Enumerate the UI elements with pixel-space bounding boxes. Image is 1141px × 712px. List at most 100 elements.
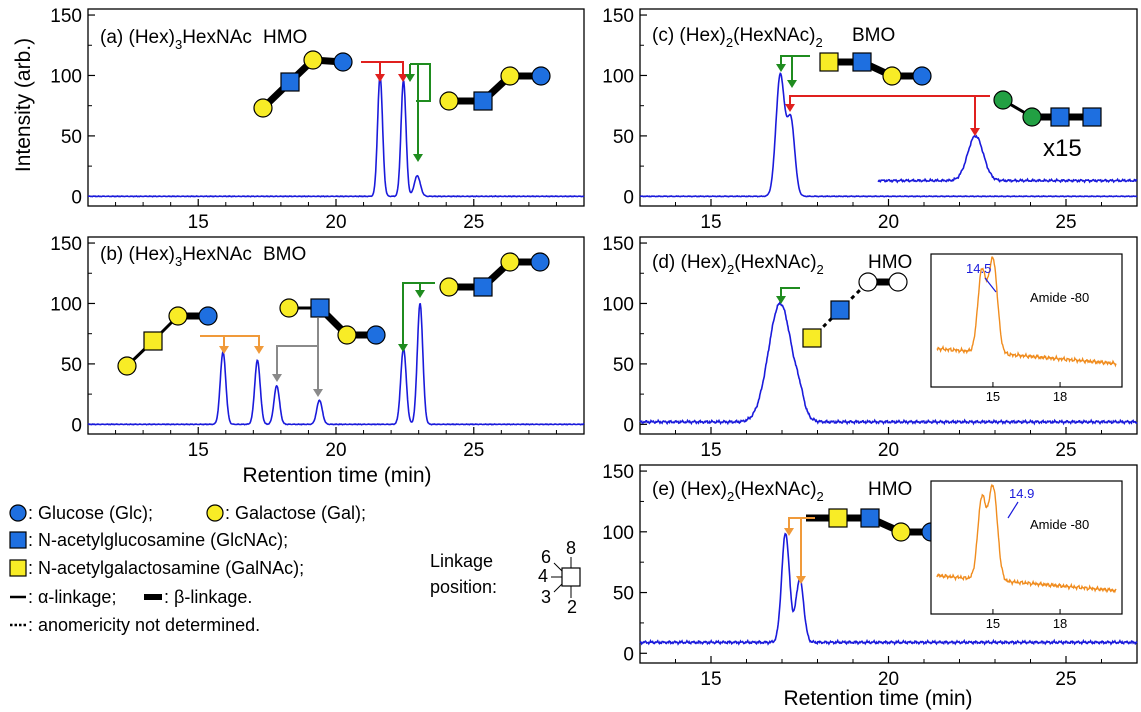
panel-a: 0 50 100 150 15 20 25 (a) (Hex)3HexNAc HMO: [50, 6, 585, 233]
panel-d-title-sub1: 2: [727, 262, 734, 277]
panel-d-inset: 15 18 Amide -80 14.5: [930, 253, 1123, 404]
galnac-icon: [819, 52, 839, 72]
panel-d-inset-pointer: [984, 277, 997, 293]
panel-e-axes: 0 50 100 150 15 20 25: [602, 462, 1138, 690]
panel-e-title: (e) (Hex)2(HexNAc)2 HMO: [652, 479, 912, 506]
x-tick-label: 25: [1055, 212, 1076, 233]
galactose-icon: [439, 91, 459, 111]
x-tick-label: 15: [700, 212, 721, 233]
x-tick-label: 25: [1055, 669, 1076, 690]
y-tick-label: 50: [613, 355, 634, 376]
legend-anomer: : anomericity not determined.: [28, 615, 260, 635]
panel-c-title-prefix: (c) (Hex): [652, 25, 726, 46]
x-tick-label: 15: [188, 440, 209, 461]
panel-c-title-sub1: 2: [726, 35, 733, 50]
hexose-icon: [858, 272, 878, 292]
galnac-icon: [828, 508, 848, 528]
y-tick-label: 50: [61, 355, 82, 376]
y-tick-label: 50: [61, 127, 82, 148]
galactose-icon: [168, 306, 188, 326]
glucose-icon: [366, 325, 386, 345]
panel-e-title-mid: (HexNAc): [734, 479, 816, 500]
y-tick-label: 150: [50, 234, 82, 255]
panel-a-axes: 0 50 100 150 15 20 25: [50, 6, 585, 233]
x-tick-label: 20: [325, 212, 346, 233]
inset-x-tick-label: 18: [1053, 389, 1067, 404]
panel-a-glycan-1: [253, 50, 353, 118]
inset-x-tick-label: 15: [986, 389, 1000, 404]
panel-d-inset-ticks: 15 18: [986, 382, 1067, 404]
galactose-icon: [206, 504, 224, 522]
panel-e-glycan: [806, 508, 941, 542]
panel-b-arrows: [200, 282, 435, 397]
glucose-icon: [9, 504, 27, 522]
y-tick-label: 150: [602, 6, 634, 27]
galnac-icon: [143, 331, 163, 351]
legend-glcnac: : N-acetylglucosamine (GlcNAc);: [28, 530, 288, 550]
galactose-icon: [500, 252, 520, 272]
y-tick-label: 0: [623, 187, 634, 208]
panel-a-title-mid: HexNAc: [182, 27, 252, 48]
panel-b-trace: [87, 302, 585, 426]
glcnac-icon: [9, 531, 27, 549]
legend-beta: : β-linkage.: [164, 587, 252, 607]
y-axis-title: Intensity (arb.): [12, 38, 35, 172]
panel-a-trace: [87, 75, 585, 198]
panel-d-title-tag: HMO: [868, 252, 912, 273]
legend-linkage-title-1: Linkage: [430, 551, 493, 571]
panel-e-title-prefix: (e) (Hex): [652, 479, 727, 500]
panel-c-arrows: [776, 55, 990, 136]
y-tick-label: 0: [71, 415, 82, 436]
panel-d-arrows: [776, 287, 800, 304]
panel-e-title-sub1: 2: [727, 489, 734, 504]
y-tick-label: 150: [602, 234, 634, 255]
inset-x-tick-label: 15: [986, 616, 1000, 631]
glcnac-icon: [860, 508, 880, 528]
panel-b: 0 50 100 150 15 20 25 (b) (Hex)3HexNAc BMO: [50, 234, 585, 487]
panel-b-title-mid: HexNAc: [182, 244, 252, 265]
panel-e-arrows: [784, 517, 815, 584]
x-tick-label: 25: [463, 440, 484, 461]
glucose-icon: [333, 52, 353, 72]
y-tick-label: 150: [602, 462, 634, 483]
glucose-icon: [531, 66, 551, 86]
glcnac-icon: [830, 300, 850, 320]
panel-a-title-sub: 3: [175, 37, 182, 52]
panel-d-inset-trace: [936, 256, 1117, 368]
galnac-icon: [9, 559, 27, 577]
panel-d-inset-peak-label: 14.5: [966, 261, 991, 276]
panel-c-trace: [639, 72, 1138, 198]
glucose-icon: [198, 306, 218, 326]
galactose-icon: [439, 277, 459, 297]
legend: : Glucose (Glc); : Galactose (Gal); : N-…: [9, 503, 581, 635]
x-tick-label: 15: [188, 212, 209, 233]
panel-b-title-tag: BMO: [263, 244, 306, 265]
linkage-pos-8: 8: [566, 538, 576, 558]
panel-e-trace: [639, 532, 1138, 646]
galactose-icon: [500, 66, 520, 86]
x-tick-label: 20: [878, 440, 899, 461]
legend-alpha: : α-linkage;: [28, 587, 116, 607]
panel-c-scaled-trace: [877, 134, 1138, 184]
panel-d-inset-frame: [930, 253, 1123, 388]
fucose-icon: [993, 90, 1013, 110]
x-tick-label: 15: [700, 669, 721, 690]
x-tick-label: 15: [700, 440, 721, 461]
y-tick-label: 0: [623, 415, 634, 436]
linkage-pos-3: 3: [541, 587, 551, 607]
panel-e-inset-pointer: [1007, 501, 1019, 519]
glcnac-icon: [310, 298, 330, 318]
panel-e-title-tag: HMO: [868, 479, 912, 500]
panel-e-title-sub2: 2: [817, 489, 824, 504]
legend-linkage-title-2: position:: [430, 577, 497, 597]
x-tick-label: 20: [878, 669, 899, 690]
panel-e-inset-trace: [936, 483, 1117, 594]
panel-e-inset-label: Amide -80: [1030, 517, 1089, 532]
panel-c-glycan-1: [819, 52, 932, 86]
panel-c-title-tag: BMO: [852, 25, 895, 46]
linkage-square-icon: [561, 567, 581, 587]
y-tick-label: 100: [602, 66, 634, 87]
galactose-icon: [891, 522, 911, 542]
y-tick-label: 50: [613, 584, 634, 605]
